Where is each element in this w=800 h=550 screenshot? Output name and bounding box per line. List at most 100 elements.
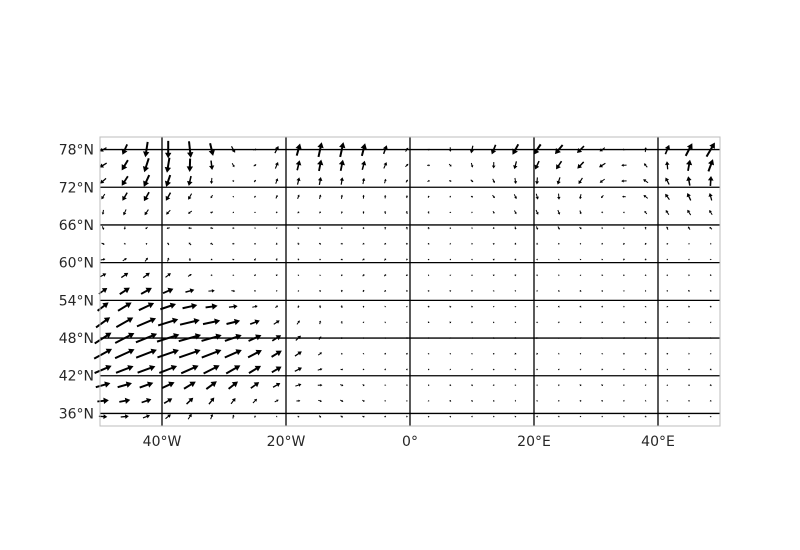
wind-vector-arrow — [557, 384, 560, 387]
wind-vector-arrow — [205, 381, 217, 390]
wind-vector-arrow — [554, 144, 564, 155]
wind-vector-arrow — [709, 226, 713, 230]
wind-vector-arrow — [253, 274, 257, 277]
wind-vector-arrow — [449, 289, 452, 292]
wind-vector-arrow — [644, 210, 648, 215]
wind-vector-arrow — [579, 352, 582, 355]
wind-vector-arrow — [534, 160, 540, 170]
wind-vector-arrow — [601, 242, 603, 245]
wind-vector-arrow — [210, 194, 213, 199]
wind-vector-arrow — [514, 242, 517, 245]
lat-tick-label: 42°N — [59, 369, 94, 385]
wind-vector-arrow — [183, 381, 196, 390]
wind-vector-arrow — [644, 321, 647, 324]
wind-vector-arrow — [226, 318, 241, 326]
wind-vector-arrow — [142, 158, 150, 173]
wind-vector-arrow — [427, 368, 430, 371]
wind-vector-arrow — [666, 400, 669, 402]
wind-vector-arrow — [665, 161, 670, 170]
wind-vector-arrow — [513, 161, 518, 170]
wind-vector-arrow — [599, 178, 605, 183]
wind-vector-arrow — [492, 399, 495, 402]
wind-vector-arrow — [339, 177, 344, 185]
wind-vector-arrow — [297, 290, 300, 292]
wind-vector-arrow — [210, 242, 214, 245]
wind-vector-arrow — [187, 274, 192, 277]
wind-vector-arrow — [709, 210, 713, 216]
wind-vector-arrow — [296, 320, 300, 325]
wind-vector-arrow — [622, 352, 625, 355]
wind-vector-arrow — [95, 381, 111, 389]
wind-vector-arrow — [449, 400, 452, 402]
wind-vector-arrow — [449, 274, 452, 276]
wind-vector-arrow — [492, 336, 495, 340]
wind-vector-arrow — [384, 242, 387, 245]
wind-vector-arrow — [427, 227, 430, 230]
wind-vector-arrow — [166, 226, 170, 230]
lon-tick-label: 40°W — [143, 434, 182, 450]
wind-vector-arrow — [601, 399, 604, 402]
wind-vector-arrow — [295, 335, 301, 341]
wind-vector-arrow — [405, 195, 409, 199]
wind-vector-arrow — [275, 194, 278, 199]
wind-vector-arrow — [622, 274, 625, 277]
wind-vector-arrow — [143, 174, 151, 187]
wind-vector-arrow — [621, 163, 627, 167]
wind-vector-arrow — [232, 211, 235, 214]
wind-vector-arrow — [687, 321, 691, 323]
lat-tick-label: 78°N — [59, 143, 94, 159]
wind-vector-arrow — [644, 289, 647, 293]
wind-vector-arrow — [230, 397, 236, 405]
wind-vector-arrow — [579, 321, 582, 324]
wind-vector-arrow — [317, 142, 324, 158]
wind-vector-arrow — [448, 163, 452, 167]
wind-vector-arrow — [601, 368, 604, 371]
wind-vector-arrow — [709, 352, 712, 355]
wind-vector-arrow — [710, 242, 712, 245]
wind-vector-arrow — [253, 415, 257, 418]
wind-vector-arrow — [536, 289, 538, 293]
lat-tick-label: 48°N — [59, 331, 94, 347]
wind-vector-arrow — [688, 368, 690, 371]
wind-vector-arrow — [449, 384, 452, 387]
lat-tick-label: 72°N — [59, 180, 94, 196]
wind-vector-arrow — [427, 352, 430, 355]
lat-tick-label: 66°N — [59, 218, 94, 234]
wind-vector-arrow — [449, 242, 452, 245]
wind-vector-arrow — [687, 400, 691, 402]
wind-vector-arrow — [535, 321, 539, 324]
wind-vector-arrow — [514, 399, 517, 403]
wind-vector-arrow — [643, 163, 648, 168]
wind-vector-arrow — [224, 333, 242, 342]
wind-vector-arrow — [556, 177, 561, 185]
wind-vector-arrow — [601, 353, 604, 355]
wind-vector-arrow — [405, 179, 408, 183]
wind-vector-arrow — [536, 274, 538, 277]
wind-vector-arrow — [623, 321, 625, 324]
wind-vector-arrow — [253, 148, 257, 151]
wind-vector-arrow — [557, 415, 560, 418]
wind-vector-arrow — [406, 368, 408, 371]
wind-vector-arrow — [579, 258, 582, 261]
wind-vector-arrow — [687, 226, 691, 230]
wind-vector-arrow — [666, 274, 669, 277]
wind-vector-arrow — [340, 242, 343, 245]
wind-vector-arrow — [362, 227, 365, 230]
wind-vector-arrow — [708, 192, 713, 201]
wind-vector-arrow — [622, 290, 626, 292]
wind-vector-arrow — [100, 258, 106, 261]
wind-vector-arrow — [470, 274, 474, 276]
wind-vector-arrow — [643, 179, 649, 184]
wind-vector-arrow — [123, 209, 127, 216]
wind-vector-arrow — [295, 143, 302, 156]
wind-vector-arrow — [119, 287, 130, 296]
wind-vector-arrow — [405, 289, 408, 293]
wind-vector-arrow — [493, 321, 495, 324]
wind-vector-arrow — [469, 145, 475, 154]
wind-vector-arrow — [490, 144, 497, 155]
wind-vector-arrow — [536, 415, 538, 418]
wind-vector-arrow — [449, 195, 451, 198]
wind-vector-arrow — [688, 384, 690, 387]
wind-vector-arrow — [317, 177, 323, 186]
wind-vector-arrow — [340, 211, 343, 214]
